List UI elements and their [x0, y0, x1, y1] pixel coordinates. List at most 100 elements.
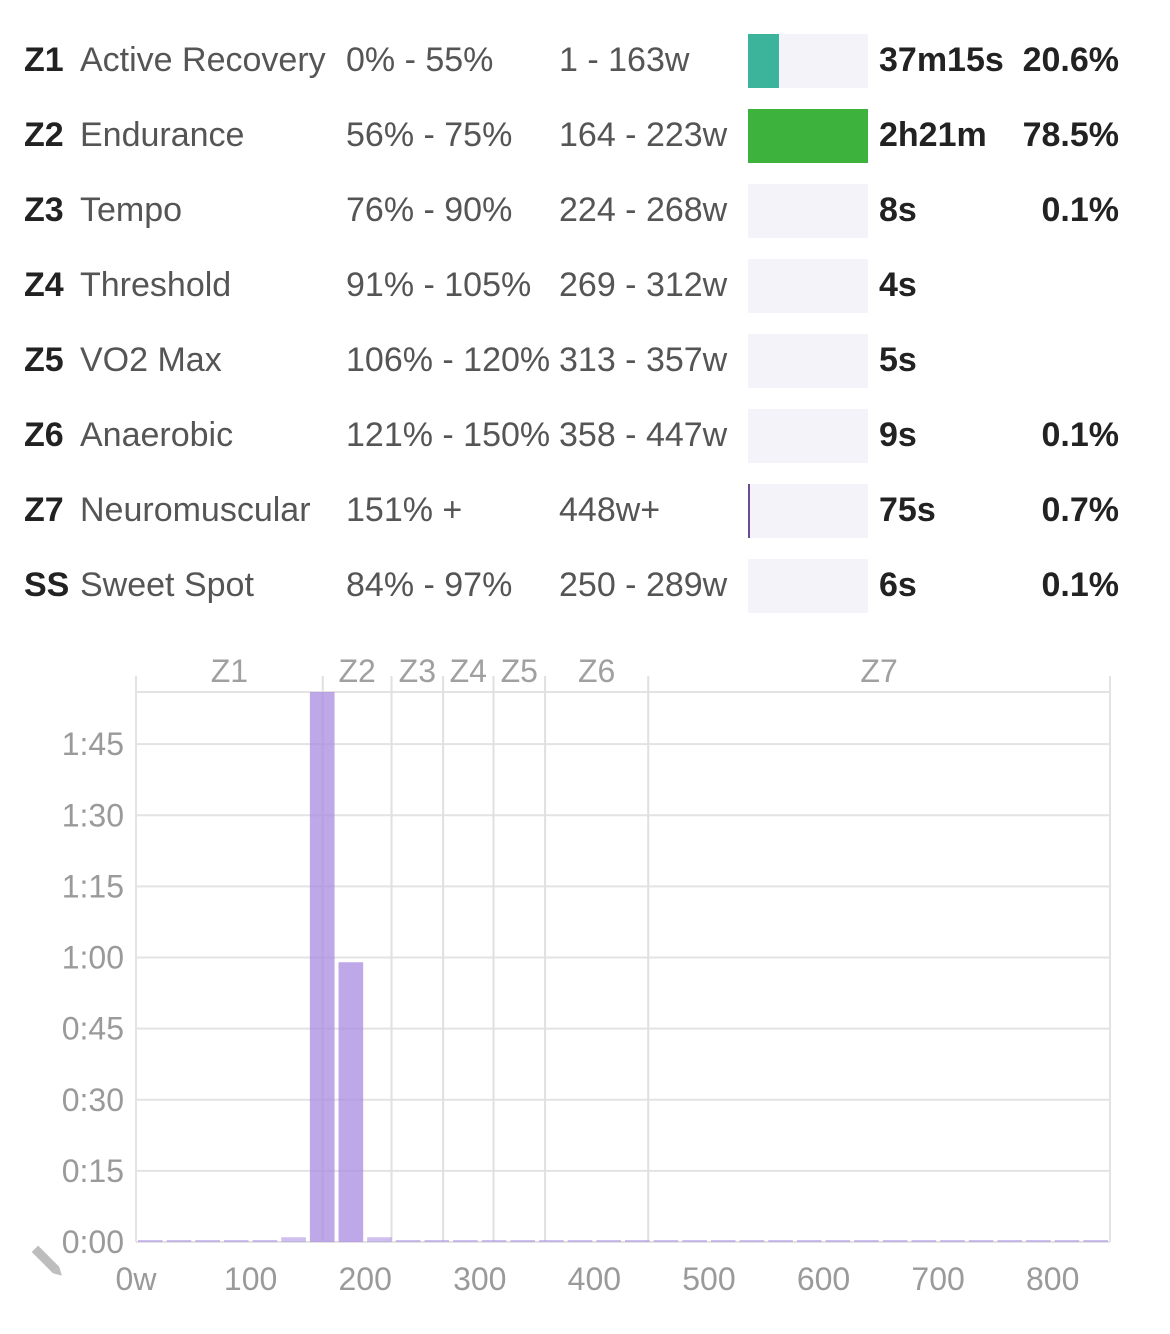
histogram-bar — [166, 1240, 192, 1242]
zone-time-bar — [748, 259, 868, 313]
zone-name: Anaerobic — [80, 416, 234, 454]
histogram-bar — [1054, 1240, 1080, 1242]
histogram-bar — [997, 1240, 1023, 1242]
zone-time: 9s — [879, 416, 917, 454]
y-tick-label: 1:45 — [62, 726, 124, 762]
zone-label: Z3 — [399, 653, 436, 689]
zone-name: Threshold — [80, 266, 232, 304]
histogram-bar — [567, 1240, 593, 1242]
zone-id: Z3 — [24, 191, 64, 229]
histogram-bar — [223, 1240, 249, 1242]
histogram-bar — [882, 1240, 908, 1242]
zone-time-bar-fill — [748, 484, 751, 538]
zone-percent-range: 106% - 120% — [346, 341, 551, 379]
zone-label: Z2 — [338, 653, 375, 689]
zone-percent-range: 151% + — [346, 491, 463, 529]
histogram-bar — [338, 962, 364, 1242]
histogram-bar — [395, 1240, 421, 1242]
zone-share: 0.1% — [1041, 566, 1120, 604]
zone-time: 6s — [879, 566, 917, 604]
zone-label: Z6 — [578, 653, 615, 689]
histogram-bar — [195, 1240, 220, 1242]
histogram-bar — [138, 1240, 163, 1242]
zone-label: Z4 — [450, 653, 487, 689]
zone-name: Sweet Spot — [80, 566, 254, 604]
x-tick-label: 100 — [224, 1261, 277, 1297]
zone-time: 4s — [879, 266, 917, 304]
zone-time: 37m15s — [879, 41, 1004, 79]
pencil-icon[interactable] — [31, 1245, 65, 1279]
y-tick-label: 0:00 — [62, 1224, 124, 1260]
x-tick-label: 600 — [797, 1261, 850, 1297]
y-tick-label: 1:30 — [62, 797, 124, 833]
chart-grid — [135, 676, 1111, 1243]
histogram-bar — [911, 1240, 937, 1242]
x-tick-label: 800 — [1026, 1261, 1079, 1297]
zone-share: 0.1% — [1041, 191, 1120, 229]
zone-watt-range: 250 - 289w — [559, 566, 728, 604]
zone-percent-range: 91% - 105% — [346, 266, 532, 304]
histogram-bar — [252, 1240, 278, 1242]
histogram-bar — [281, 1237, 306, 1242]
histogram-bar — [510, 1240, 536, 1242]
zone-time-bar — [748, 334, 868, 388]
zone-time-bar — [748, 484, 868, 538]
zone-watt-range: 224 - 268w — [559, 191, 728, 229]
histogram-bar — [682, 1240, 707, 1242]
power-histogram: Z1 Z2 Z3 Z4 Z5 Z6 Z7 0:00 0:15 0:30 0:45 1:00 1:15 1… — [31, 653, 1111, 1297]
zone-watt-range: 313 - 357w — [559, 341, 728, 379]
histogram-bar — [854, 1240, 879, 1242]
zone-watt-range: 269 - 312w — [559, 266, 728, 304]
histogram-bar — [968, 1240, 994, 1242]
histogram-bar — [539, 1240, 564, 1242]
histogram-bar — [309, 692, 335, 1242]
zone-percent-range: 0% - 55% — [346, 41, 494, 79]
zone-percent-range: 76% - 90% — [346, 191, 513, 229]
zone-row-z5: Z5 VO2 Max 106% - 120% 313 - 357w 5s — [0, 332, 1170, 407]
y-tick-label: 0:15 — [62, 1153, 124, 1189]
zone-time-bar — [748, 109, 868, 163]
histogram-bar — [453, 1240, 478, 1242]
y-tick-label: 1:00 — [62, 940, 124, 976]
zone-time-bar — [748, 34, 868, 88]
histogram-bar — [796, 1240, 822, 1242]
zone-share: 0.1% — [1041, 416, 1120, 454]
zone-row-z2: Z2 Endurance 56% - 75% 164 - 223w 2h21m … — [0, 107, 1170, 182]
zone-row-z7: Z7 Neuromuscular 151% + 448w+ 75s 0.7% — [0, 482, 1170, 557]
y-tick-label: 0:45 — [62, 1011, 124, 1047]
zone-percent-range: 56% - 75% — [346, 116, 513, 154]
zone-watt-range: 358 - 447w — [559, 416, 728, 454]
histogram-bar — [367, 1237, 392, 1242]
zone-label: Z7 — [860, 653, 897, 689]
histogram-bar — [1026, 1240, 1051, 1242]
histogram-bar — [596, 1240, 621, 1242]
zone-name: Endurance — [80, 116, 245, 154]
zone-id: Z5 — [24, 341, 64, 379]
histogram-bar — [1083, 1240, 1108, 1242]
x-tick-label: 0w — [116, 1261, 158, 1297]
zone-name: Tempo — [80, 191, 183, 229]
x-tick-label: 400 — [568, 1261, 621, 1297]
zone-row-z3: Z3 Tempo 76% - 90% 224 - 268w 8s 0.1% — [0, 182, 1170, 257]
zone-name: VO2 Max — [80, 341, 222, 379]
zone-row-z6: Z6 Anaerobic 121% - 150% 358 - 447w 9s 0… — [0, 407, 1170, 482]
histogram-bar — [710, 1240, 736, 1242]
zone-watt-range: 1 - 163w — [559, 41, 690, 79]
histogram-bar — [825, 1240, 851, 1242]
zone-time: 2h21m — [879, 116, 987, 154]
histogram-bar — [940, 1240, 965, 1242]
zone-share: 20.6% — [1022, 41, 1119, 79]
zone-time: 8s — [879, 191, 917, 229]
zone-watt-range: 164 - 223w — [559, 116, 728, 154]
x-tick-label: 200 — [338, 1261, 391, 1297]
x-tick-label: 300 — [453, 1261, 506, 1297]
zone-time-bar — [748, 184, 868, 238]
histogram-bars — [138, 692, 1108, 1242]
y-tick-label: 0:30 — [62, 1082, 124, 1118]
x-tick-label: 700 — [911, 1261, 964, 1297]
zone-name: Active Recovery — [80, 41, 326, 79]
zone-time-bar — [748, 559, 868, 613]
zone-id: Z4 — [24, 266, 64, 304]
zone-percent-range: 84% - 97% — [346, 566, 513, 604]
zone-id: Z1 — [24, 41, 64, 79]
